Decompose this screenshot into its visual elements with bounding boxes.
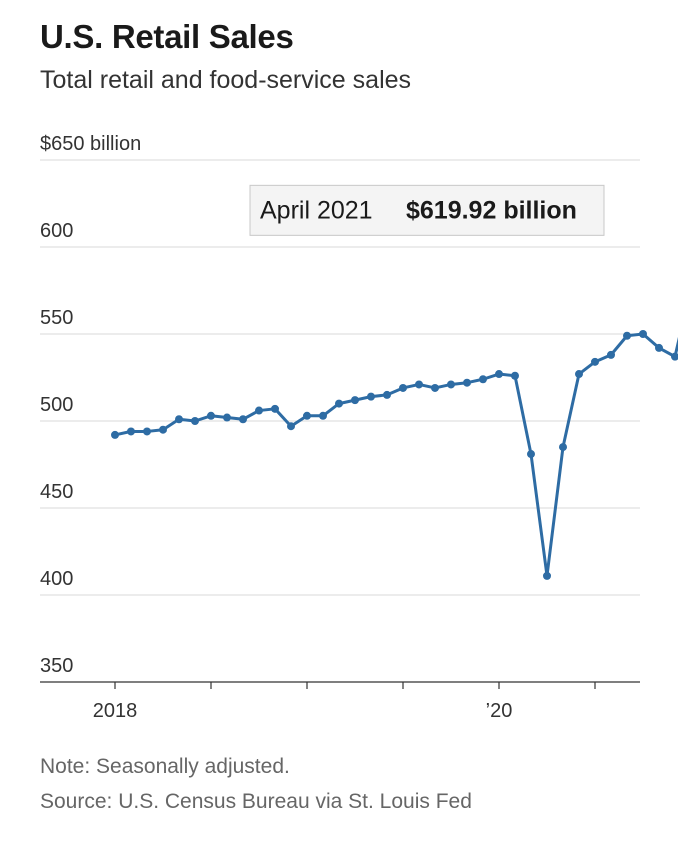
data-point	[271, 404, 279, 413]
x-axis: 2018 ’20	[93, 682, 596, 722]
y-tick-label: 500	[40, 394, 73, 416]
data-point	[623, 331, 631, 340]
chart-title: U.S. Retail Sales	[40, 18, 294, 55]
tooltip: April 2021 $619.92 billion	[249, 184, 605, 236]
data-point	[495, 370, 503, 379]
data-point	[367, 392, 375, 401]
series-line	[114, 332, 678, 578]
data-point	[447, 380, 455, 389]
source-line: Source: U.S. Census Bureau via St. Louis…	[40, 790, 472, 813]
y-tick-label: 450	[40, 481, 73, 503]
data-point	[351, 396, 359, 405]
data-point	[511, 371, 519, 380]
data-point	[639, 330, 647, 338]
data-point	[255, 406, 263, 415]
footnote: Note: Seasonally adjusted.	[40, 755, 290, 778]
data-point	[207, 411, 215, 420]
data-point	[655, 343, 663, 352]
tooltip-value: $619.92 billion	[406, 196, 577, 224]
y-axis-labels: 350 400 450 500 550 600 $650 billion	[40, 133, 141, 677]
y-tick-label: 600	[40, 220, 73, 242]
y-tick-label: 550	[40, 307, 73, 329]
x-tick-label: 2018	[93, 700, 138, 722]
data-point	[175, 415, 183, 424]
data-point	[191, 417, 199, 425]
data-point	[415, 380, 423, 389]
data-point	[287, 422, 295, 431]
data-point	[239, 415, 247, 424]
data-point	[591, 357, 599, 366]
data-point	[431, 383, 439, 392]
data-point	[319, 411, 327, 420]
tooltip-date: April 2021	[260, 196, 373, 224]
y-tick-label: $650 billion	[40, 133, 141, 155]
chart-subtitle: Total retail and food-service sales	[40, 66, 412, 94]
data-point	[463, 378, 471, 387]
tooltip-box	[249, 184, 605, 236]
data-point	[671, 352, 678, 361]
y-tick-label: 350	[40, 655, 73, 677]
line-chart: 350 400 450 500 550 600 $650 billion 2018 ’20 A…	[40, 133, 678, 722]
data-point	[399, 383, 407, 392]
data-point	[543, 571, 551, 580]
data-point	[303, 411, 311, 420]
data-point	[607, 350, 615, 359]
data-point	[127, 427, 135, 436]
data-point	[383, 390, 391, 399]
series-retail-sales	[111, 330, 678, 580]
data-point	[223, 413, 231, 422]
data-point	[159, 425, 167, 434]
data-point	[143, 427, 151, 436]
data-point	[479, 375, 487, 384]
data-point	[559, 443, 567, 452]
data-point	[527, 450, 535, 459]
data-point	[111, 430, 119, 439]
gridlines	[40, 159, 640, 683]
data-point	[575, 370, 583, 379]
y-tick-label: 400	[40, 568, 73, 590]
data-point	[335, 399, 343, 408]
x-tick-label: ’20	[486, 700, 513, 722]
